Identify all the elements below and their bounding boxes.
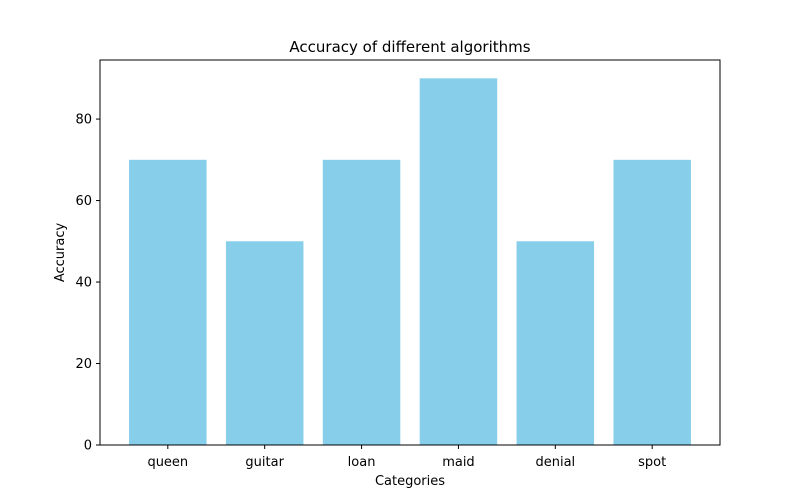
y-axis-label: Accuracy	[53, 223, 68, 283]
bar-loan	[322, 159, 401, 445]
plot-frame	[99, 59, 721, 446]
x-axis-ticks: queen guitar loan maid denial spot	[147, 445, 666, 470]
bar-guitar	[225, 241, 304, 445]
y-tick-label: 60	[75, 194, 92, 209]
x-tick-label: loan	[348, 455, 376, 470]
x-tick-label: maid	[442, 455, 475, 470]
bar-spot	[613, 159, 691, 445]
bar-denial	[516, 241, 595, 445]
x-tick-label: queen	[147, 455, 188, 470]
bar-queen	[129, 159, 207, 445]
y-tick-label: 80	[75, 113, 92, 128]
x-tick-label: spot	[638, 455, 666, 470]
bars-group	[129, 78, 691, 445]
y-tick-label: 40	[75, 276, 92, 291]
x-tick-label: denial	[535, 455, 575, 470]
x-axis-label: Categories	[375, 474, 445, 489]
chart-title: Accuracy of different algorithms	[289, 38, 530, 56]
y-tick-label: 0	[84, 439, 92, 454]
y-tick-label: 20	[75, 357, 92, 372]
y-axis-ticks: 0 20 40 60 80	[75, 113, 100, 454]
x-tick-label: guitar	[245, 455, 284, 470]
bar-maid	[419, 78, 498, 445]
